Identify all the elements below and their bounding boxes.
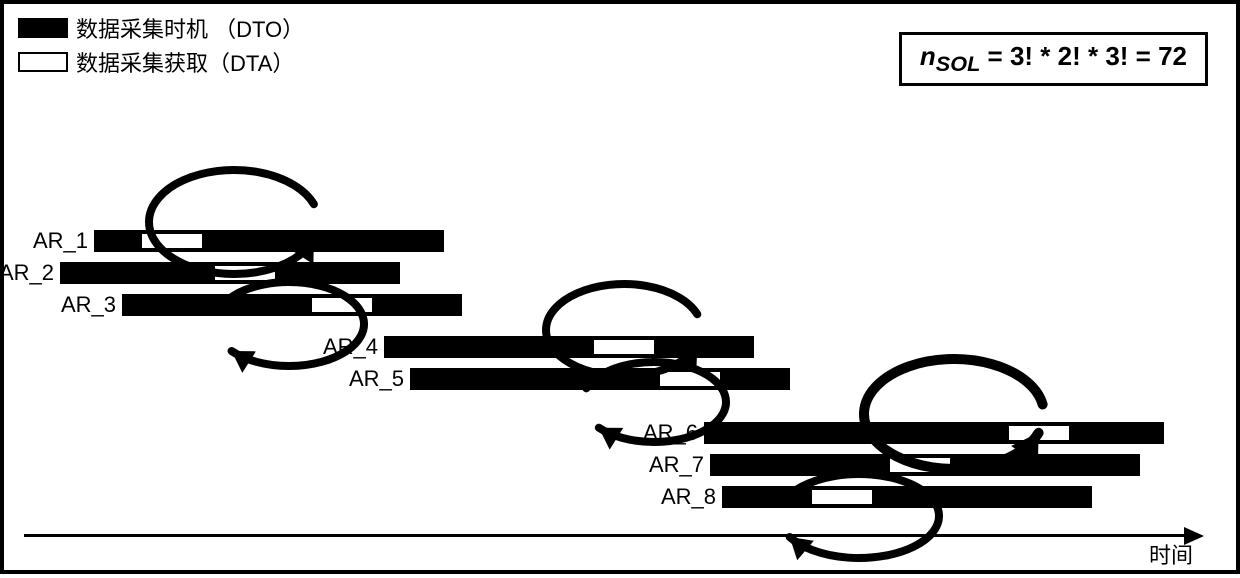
chart-canvas: AR_1AR_2AR_3AR_4AR_5AR_6AR_7AR_8时间 — [4, 4, 1236, 570]
swap-arrow-icon — [4, 4, 1240, 578]
diagram-frame: 数据采集时机 （DTO） 数据采集获取（DTA） nSOL = 3! * 2! … — [0, 0, 1240, 574]
